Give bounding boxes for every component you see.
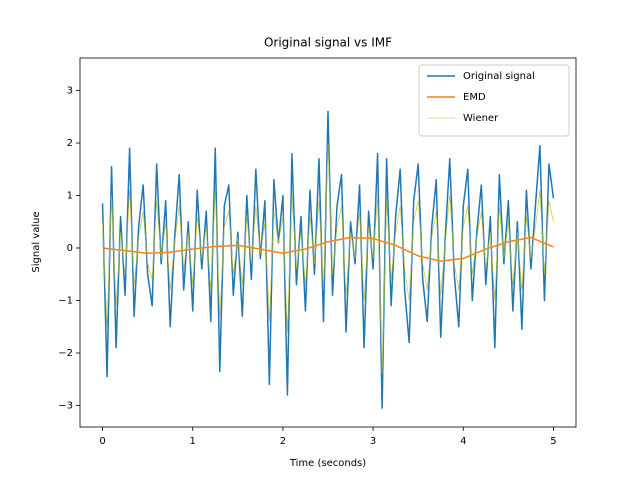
x-axis-label: Time (seconds) <box>289 458 366 469</box>
y-tick-label: 1 <box>67 191 73 202</box>
x-tick-label: 2 <box>280 436 286 447</box>
legend-label: Wiener <box>463 113 499 124</box>
series-line <box>101 110 555 409</box>
x-tick-label: 1 <box>190 436 196 447</box>
y-axis-label: Signal value <box>31 211 42 272</box>
legend-label: Original signal <box>463 71 535 82</box>
legend-label: EMD <box>463 92 486 103</box>
chart-title: Original signal vs IMF <box>264 36 392 50</box>
x-tick-label: 4 <box>460 436 466 447</box>
y-tick-label: −3 <box>58 400 73 411</box>
series-line <box>102 236 554 262</box>
legend-box <box>418 64 570 137</box>
x-tick-label: 5 <box>550 436 556 447</box>
series-line <box>102 142 554 375</box>
plot-frame <box>79 57 577 428</box>
x-tick-label: 0 <box>99 436 105 447</box>
x-tick-label: 3 <box>370 436 376 447</box>
legend: Original signal EMD Wiener <box>418 64 570 137</box>
y-tick-label: 2 <box>67 138 73 149</box>
y-tick-label: 3 <box>67 86 73 97</box>
y-tick-label: −2 <box>58 348 73 359</box>
y-tick-label: 0 <box>67 243 73 254</box>
y-tick-label: −1 <box>58 296 73 307</box>
